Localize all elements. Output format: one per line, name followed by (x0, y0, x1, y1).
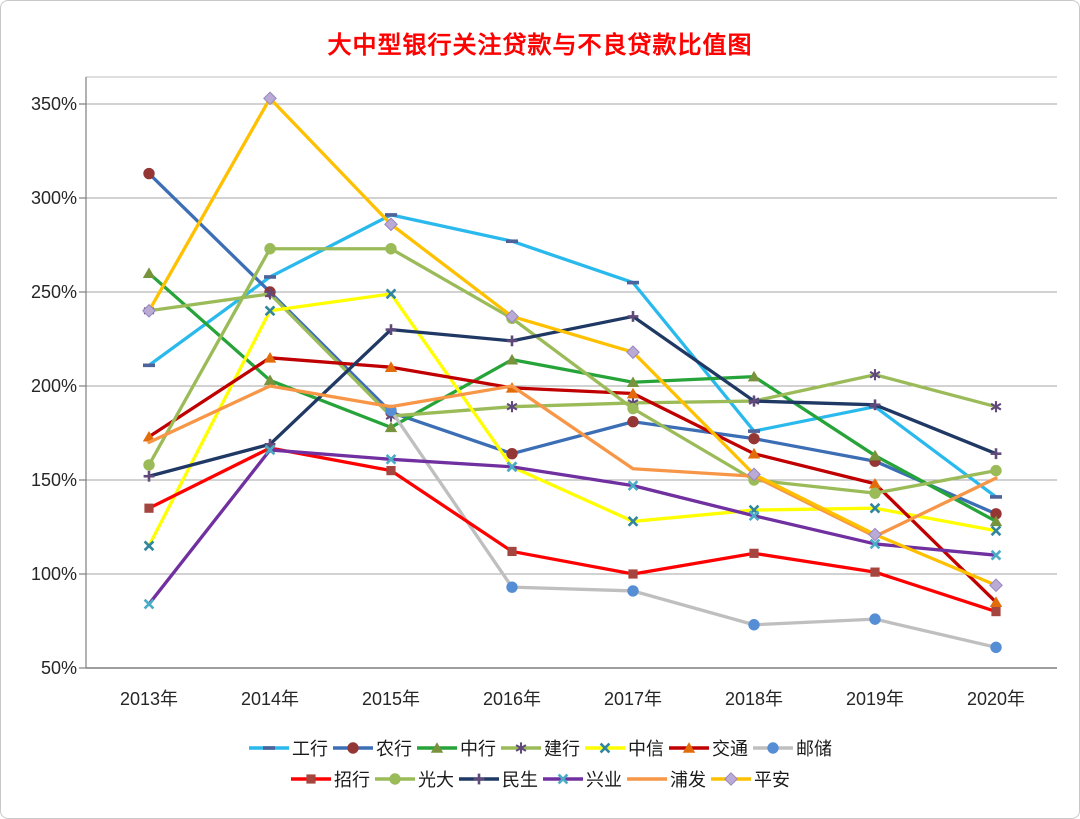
legend-label: 农行 (376, 738, 412, 759)
legend-swatch-icon (375, 772, 415, 785)
series-平安 (142, 91, 1003, 593)
series-邮储 (385, 404, 1002, 654)
chart-legend: 工行 农行 中行 建行 中信 交通 邮储 招行 光大 民生 兴业 浦发 平安 (1, 732, 1079, 794)
series-民生 (143, 311, 1002, 482)
legend-label: 工行 (292, 738, 328, 759)
legend-label: 平安 (754, 769, 790, 790)
series-农行 (143, 167, 1002, 520)
y-axis-tick-label: 200% (30, 376, 77, 396)
y-axis-tick-label: 50% (40, 658, 77, 678)
legend-item: 邮储 (752, 735, 832, 761)
y-axis-tick-label: 100% (30, 564, 77, 584)
legend-item: 民生 (458, 766, 538, 792)
legend-item: 中信 (584, 735, 664, 761)
legend-item: 平安 (710, 766, 790, 792)
legend-swatch-icon (501, 741, 541, 754)
x-axis-tick-label: 2017年 (603, 689, 663, 709)
chart-title: 大中型银行关注贷款与不良贷款比值图 (327, 33, 753, 59)
x-axis-tick-label: 2018年 (724, 689, 784, 709)
legend-swatch-icon (669, 741, 709, 753)
y-axis-tick-label: 150% (30, 470, 77, 490)
legend-label: 中信 (628, 738, 664, 759)
legend-label: 兴业 (586, 769, 622, 790)
legend-item: 工行 (248, 735, 328, 761)
legend-label: 交通 (712, 738, 748, 759)
y-axis-tick-label: 300% (30, 188, 77, 208)
legend-row-2: 招行 光大 民生 兴业 浦发 平安 (1, 763, 1079, 794)
series-浦发 (147, 384, 998, 539)
legend-label: 中行 (460, 738, 496, 759)
legend-swatch-icon (249, 745, 289, 750)
series-工行 (143, 213, 1002, 499)
legend-item: 交通 (668, 735, 748, 761)
legend-label: 建行 (544, 738, 580, 759)
legend-swatch-icon (543, 773, 583, 784)
legend-label: 招行 (334, 769, 370, 790)
series-光大 (143, 243, 1002, 499)
legend-item: 农行 (332, 735, 412, 761)
legend-item: 招行 (290, 766, 370, 792)
legend-swatch-icon (291, 773, 331, 784)
legend-swatch-icon (417, 741, 457, 753)
x-axis-tick-label: 2015年 (361, 689, 421, 709)
x-axis-tick-label: 2013年 (119, 689, 179, 709)
x-axis-tick-label: 2020年 (966, 689, 1026, 709)
legend-item: 兴业 (542, 766, 622, 792)
legend-item: 浦发 (626, 766, 706, 792)
legend-label: 邮储 (796, 738, 832, 759)
y-axis-tick-label: 250% (30, 282, 77, 302)
y-axis-tick-label: 350% (30, 94, 77, 114)
series-兴业 (143, 444, 1002, 610)
legend-swatch-icon (627, 776, 667, 781)
legend-item: 建行 (500, 735, 580, 761)
legend-swatch-icon (585, 742, 625, 753)
legend-label: 浦发 (670, 769, 706, 790)
legend-swatch-icon (333, 741, 373, 754)
x-axis-tick-label: 2016年 (482, 689, 542, 709)
legend-swatch-icon (459, 773, 499, 784)
legend-swatch-icon (753, 741, 793, 754)
x-axis-tick-label: 2014年 (240, 689, 300, 709)
legend-item: 光大 (374, 766, 454, 792)
legend-label: 光大 (418, 769, 454, 790)
legend-row-1: 工行 农行 中行 建行 中信 交通 邮储 (1, 732, 1079, 763)
x-axis-tick-label: 2019年 (845, 689, 905, 709)
legend-item: 中行 (416, 735, 496, 761)
legend-swatch-icon (711, 771, 751, 786)
legend-label: 民生 (502, 769, 538, 790)
